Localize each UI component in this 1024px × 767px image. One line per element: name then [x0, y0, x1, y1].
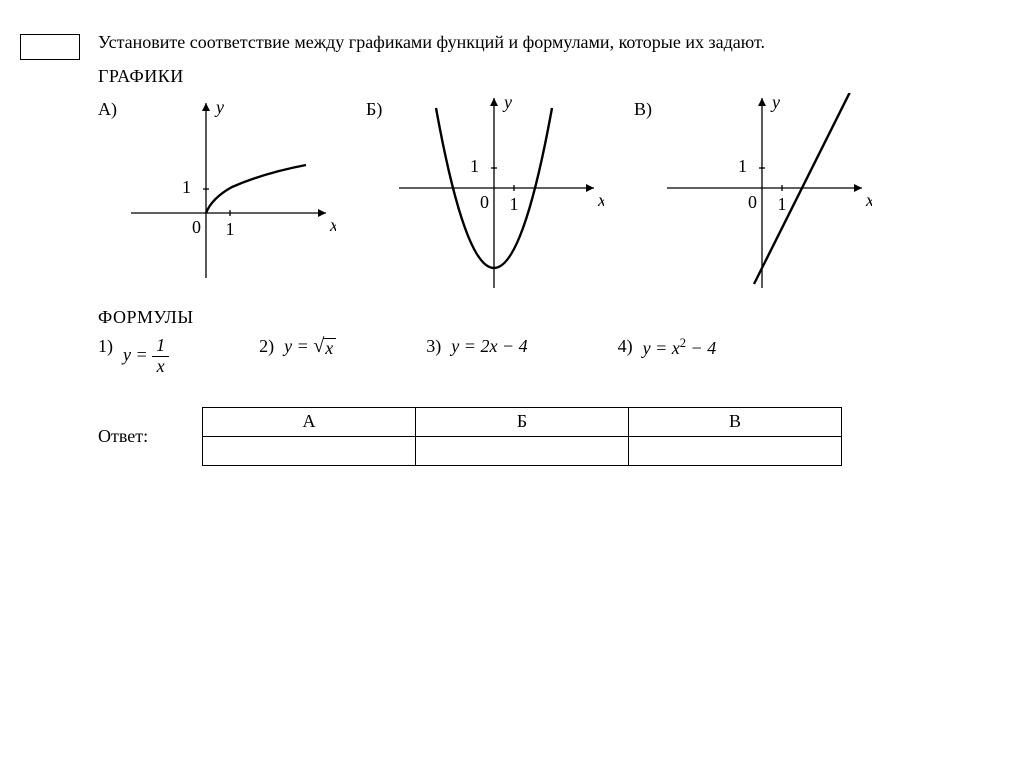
origin-a: 0 [192, 217, 201, 237]
formula-2: 2) y = √x [259, 336, 336, 357]
answer-cell-c[interactable] [629, 436, 842, 465]
formula-3-eq: = [459, 336, 480, 356]
graph-letter-b: Б) [366, 93, 394, 120]
formula-2-y: y [284, 336, 292, 356]
question-number-box [20, 34, 80, 60]
ylabel-c: y [770, 93, 780, 112]
xlabel-b: x [597, 190, 604, 210]
answer-header-a: А [203, 407, 416, 436]
graphs-row: А) 1 1 0 x [98, 93, 1004, 293]
xlabel-c: x [865, 190, 872, 210]
formula-1-top: 1 [152, 336, 169, 356]
tick-y-c: 1 [738, 156, 747, 176]
formula-num-3: 3) [426, 336, 441, 357]
origin-c: 0 [748, 192, 757, 212]
graph-c: В) 1 1 0 x y [634, 93, 872, 293]
formula-num-2: 2) [259, 336, 274, 357]
answer-row: Ответ: А Б В [98, 407, 1004, 466]
graph-letter-c: В) [634, 93, 662, 120]
tick-y-1: 1 [182, 177, 191, 197]
formulas-row: 1) y = 1x 2) y = √x 3) y = 2x − 4 4) [98, 336, 1004, 377]
answer-header-c: В [629, 407, 842, 436]
graph-c-svg: 1 1 0 x y [662, 93, 872, 293]
origin-b: 0 [480, 192, 489, 212]
formula-4-tail: − 4 [686, 338, 716, 358]
tick-y-b: 1 [470, 156, 479, 176]
formula-num-1: 1) [98, 336, 113, 357]
formula-4-y: y [643, 338, 651, 358]
formula-1-bot: x [152, 356, 169, 377]
formula-4-eq: = [651, 338, 672, 358]
task-text: Установите соответствие между графиками … [98, 30, 1004, 54]
answer-table: А Б В [202, 407, 842, 466]
curve-a [206, 165, 306, 213]
answer-cell-b[interactable] [416, 436, 629, 465]
graph-b-svg: 1 1 0 x y [394, 93, 604, 293]
formula-num-4: 4) [618, 336, 633, 357]
tick-x-b: 1 [510, 194, 519, 214]
answer-cell-a[interactable] [203, 436, 416, 465]
graphs-section-label: ГРАФИКИ [98, 66, 1004, 87]
answer-label: Ответ: [98, 426, 178, 447]
graph-a: А) 1 1 0 x [98, 93, 336, 293]
ylabel-a: y [214, 97, 224, 117]
formula-1: 1) y = 1x [98, 336, 169, 377]
formula-2-arg: x [323, 338, 336, 357]
graph-letter-a: А) [98, 93, 126, 120]
formula-1-y: y [123, 345, 131, 365]
formula-3: 3) y = 2x − 4 [426, 336, 527, 357]
formula-4: 4) y = x2 − 4 [618, 336, 717, 359]
tick-x-c: 1 [778, 194, 787, 214]
xlabel-a: x [329, 215, 336, 235]
formulas-section-label: ФОРМУЛЫ [98, 307, 1004, 328]
content: Установите соответствие между графиками … [98, 30, 1004, 466]
formula-2-eq: = [292, 336, 313, 356]
formula-1-eq: = [131, 345, 152, 365]
tick-x-1: 1 [226, 219, 235, 239]
ylabel-b: y [502, 93, 512, 112]
graph-b: Б) 1 1 0 x y [366, 93, 604, 293]
graph-a-svg: 1 1 0 x y [126, 93, 336, 283]
answer-header-b: Б [416, 407, 629, 436]
formula-3-body: 2x − 4 [480, 336, 527, 356]
formula-4-base: x [672, 338, 680, 358]
